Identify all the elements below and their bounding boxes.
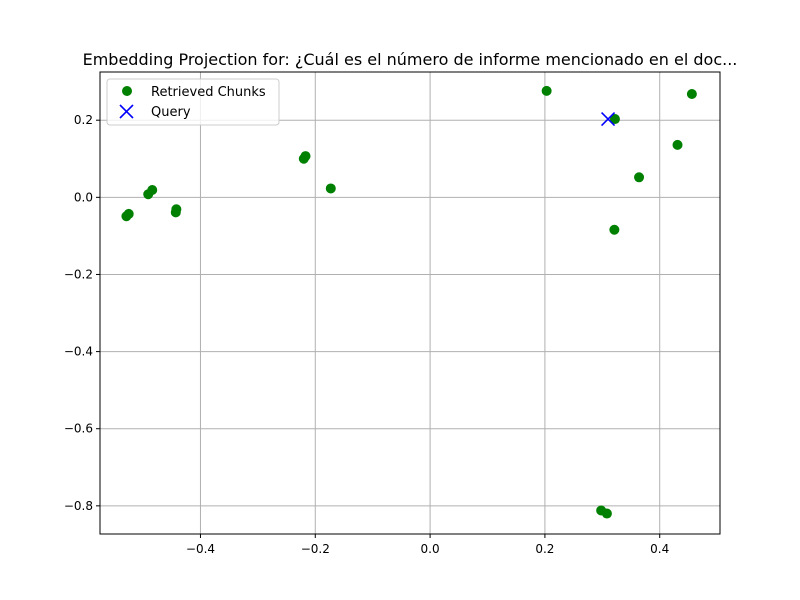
retrieved-chunk-point: [609, 114, 620, 125]
retrieved-chunk-point: [325, 183, 336, 194]
grid-lines: [100, 72, 720, 534]
y-tick-label: −0.2: [64, 267, 93, 281]
y-tick-label: −0.4: [64, 345, 93, 359]
y-tick-label: −0.6: [64, 422, 93, 436]
legend-marker-query: [119, 104, 134, 119]
retrieved-chunk-point: [541, 85, 552, 96]
y-tick-label: 0.2: [74, 113, 93, 127]
x-tick-label: 0.0: [421, 542, 440, 556]
retrieved-chunk-point: [143, 189, 154, 200]
legend-box: [106, 78, 280, 126]
query-point: [600, 111, 616, 127]
retrieved-chunk-point: [672, 139, 683, 150]
retrieved-chunk-point: [609, 224, 620, 235]
data-points: [121, 85, 697, 519]
axis-ticks: −0.4 −0.2 0.0 0.2 0.4 0.2 0.0 −0.2 −0.4 −0.6 −0.8: [64, 113, 669, 556]
legend: Retrieved Chunks Query: [106, 78, 280, 126]
x-tick-label: 0.2: [535, 542, 554, 556]
retrieved-chunk-point: [634, 172, 645, 183]
x-tick-label: −0.2: [301, 542, 330, 556]
retrieved-chunk-point: [298, 153, 309, 164]
chart-title: Embedding Projection for: ¿Cuál es el nú…: [83, 50, 738, 69]
y-tick-label: 0.0: [74, 190, 93, 204]
legend-label-retrieved-chunks: Retrieved Chunks: [151, 85, 266, 100]
legend-marker-retrieved-chunks: [122, 86, 132, 96]
retrieved-chunk-point: [601, 508, 612, 519]
retrieved-chunk-point: [121, 211, 132, 222]
legend-label-query: Query: [151, 105, 191, 120]
retrieved-chunk-point: [686, 88, 697, 99]
x-tick-label: 0.4: [650, 542, 669, 556]
y-tick-label: −0.8: [64, 499, 93, 513]
x-tick-label: −0.4: [186, 542, 215, 556]
plot-area-frame: [99, 71, 721, 535]
retrieved-chunk-point: [170, 207, 181, 218]
